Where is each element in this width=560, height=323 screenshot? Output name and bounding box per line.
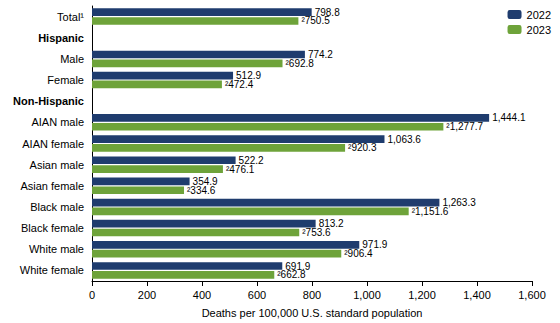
- svg-text:AIAN male: AIAN male: [31, 116, 84, 128]
- svg-text:²1,151.6: ²1,151.6: [412, 206, 449, 217]
- svg-text:Asian female: Asian female: [20, 180, 84, 192]
- svg-text:1,263.3: 1,263.3: [442, 197, 476, 208]
- svg-text:AIAN female: AIAN female: [22, 138, 84, 150]
- svg-text:Black female: Black female: [21, 222, 84, 234]
- svg-text:600: 600: [248, 289, 266, 301]
- svg-text:²1,277.7: ²1,277.7: [446, 121, 483, 132]
- svg-text:²920.3: ²920.3: [348, 142, 377, 153]
- svg-text:774.2: 774.2: [307, 49, 333, 60]
- svg-text:813.2: 813.2: [318, 218, 344, 230]
- svg-text:522.2: 522.2: [238, 154, 264, 166]
- svg-text:200: 200: [138, 289, 156, 301]
- svg-text:Deaths per 100,000 U.S. standa: Deaths per 100,000 U.S. standard populat…: [202, 307, 423, 319]
- svg-text:²692.8: ²692.8: [286, 58, 315, 69]
- svg-text:1,400: 1,400: [463, 289, 491, 301]
- svg-text:512.9: 512.9: [236, 70, 262, 82]
- svg-text:Female: Female: [47, 74, 84, 86]
- svg-text:1,444.1: 1,444.1: [492, 112, 526, 123]
- svg-text:²906.4: ²906.4: [344, 248, 373, 259]
- svg-text:1,000: 1,000: [353, 289, 381, 301]
- svg-text:Non-Hispanic: Non-Hispanic: [13, 95, 84, 107]
- svg-text:2023: 2023: [527, 24, 551, 36]
- svg-text:0: 0: [89, 289, 95, 301]
- svg-text:354.9: 354.9: [192, 175, 218, 187]
- svg-text:²753.6: ²753.6: [302, 227, 331, 238]
- svg-text:White male: White male: [29, 243, 84, 255]
- svg-text:Total¹: Total¹: [57, 11, 84, 23]
- svg-text:²334.6: ²334.6: [187, 185, 216, 196]
- svg-text:798.8: 798.8: [314, 6, 340, 18]
- svg-text:Black male: Black male: [30, 201, 84, 213]
- svg-text:²662.8: ²662.8: [277, 269, 306, 280]
- svg-text:1,200: 1,200: [408, 289, 436, 301]
- svg-text:800: 800: [303, 289, 321, 301]
- svg-text:1,063.6: 1,063.6: [387, 134, 421, 145]
- svg-text:971.9: 971.9: [362, 239, 388, 251]
- svg-text:400: 400: [193, 289, 211, 301]
- svg-text:White female: White female: [20, 264, 84, 276]
- svg-text:²476.1: ²476.1: [226, 164, 255, 175]
- svg-text:Asian male: Asian male: [30, 159, 84, 171]
- svg-text:Male: Male: [60, 53, 84, 65]
- svg-text:²750.5: ²750.5: [301, 15, 330, 26]
- svg-text:Hispanic: Hispanic: [38, 32, 84, 44]
- svg-text:²472.4: ²472.4: [225, 79, 254, 90]
- svg-text:691.9: 691.9: [285, 260, 311, 272]
- svg-text:1,600: 1,600: [518, 289, 546, 301]
- svg-text:2022: 2022: [527, 9, 551, 21]
